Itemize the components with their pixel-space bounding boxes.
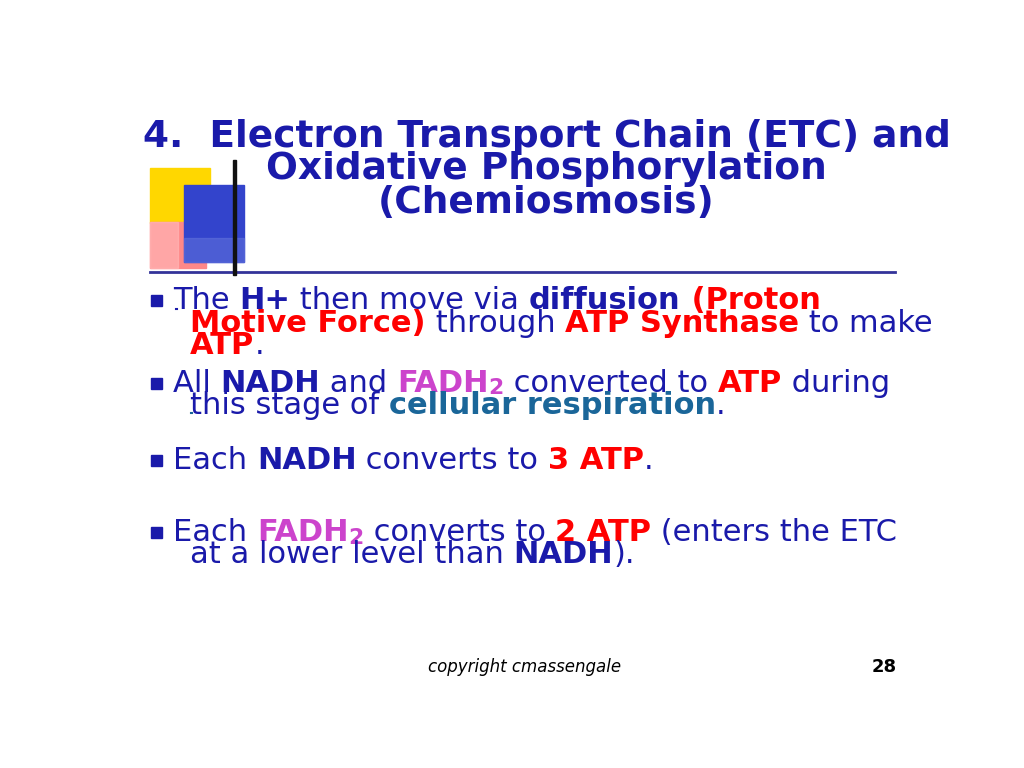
Text: diffusion: diffusion <box>529 286 681 316</box>
Text: (Proton: (Proton <box>681 286 820 316</box>
Text: cellular respiration: cellular respiration <box>389 391 716 420</box>
Text: ATP: ATP <box>718 369 782 398</box>
Text: during: during <box>782 369 890 398</box>
Text: .: . <box>716 391 726 420</box>
Bar <box>150 221 177 268</box>
Text: and: and <box>321 369 397 398</box>
Bar <box>183 184 245 262</box>
Text: The: The <box>173 286 240 316</box>
Text: 3 ATP: 3 ATP <box>548 445 644 475</box>
Text: H+: H+ <box>240 286 291 316</box>
Text: (Chemiosmosis): (Chemiosmosis) <box>378 185 715 221</box>
Text: Each: Each <box>173 518 257 547</box>
Bar <box>150 167 210 223</box>
Text: FADH: FADH <box>257 518 348 547</box>
Text: 2: 2 <box>348 528 364 548</box>
Bar <box>152 296 162 306</box>
Text: 28: 28 <box>871 657 897 676</box>
Text: ATP: ATP <box>190 331 254 360</box>
Text: NADH: NADH <box>514 541 613 569</box>
Text: through: through <box>426 309 565 338</box>
Text: Each: Each <box>173 445 257 475</box>
Text: 2: 2 <box>488 379 504 399</box>
Bar <box>152 527 162 538</box>
Text: All: All <box>173 369 220 398</box>
Text: this stage of: this stage of <box>190 391 389 420</box>
Bar <box>183 238 245 262</box>
Text: to make: to make <box>799 309 933 338</box>
Text: ATP Synthase: ATP Synthase <box>565 309 799 338</box>
Text: 4.  Electron Transport Chain (ETC) and: 4. Electron Transport Chain (ETC) and <box>142 119 950 155</box>
Text: 2 ATP: 2 ATP <box>555 518 651 547</box>
Bar <box>152 378 162 389</box>
Text: Motive Force): Motive Force) <box>190 309 426 338</box>
Text: copyright cmassengale: copyright cmassengale <box>428 657 622 676</box>
Text: .: . <box>254 331 264 360</box>
Text: NADH: NADH <box>220 369 321 398</box>
Text: then move via: then move via <box>291 286 529 316</box>
Text: ).: ). <box>613 541 635 569</box>
Bar <box>233 160 236 276</box>
Text: Oxidative Phosphorylation: Oxidative Phosphorylation <box>266 151 826 187</box>
Text: .: . <box>644 445 653 475</box>
Bar <box>150 221 206 268</box>
Text: converts to: converts to <box>356 445 548 475</box>
Text: (enters the ETC: (enters the ETC <box>651 518 897 547</box>
Text: converts to: converts to <box>364 518 555 547</box>
Bar <box>152 455 162 465</box>
Text: FADH: FADH <box>397 369 488 398</box>
Text: NADH: NADH <box>257 445 356 475</box>
Text: at a lower level than: at a lower level than <box>190 541 514 569</box>
Text: converted to: converted to <box>504 369 718 398</box>
